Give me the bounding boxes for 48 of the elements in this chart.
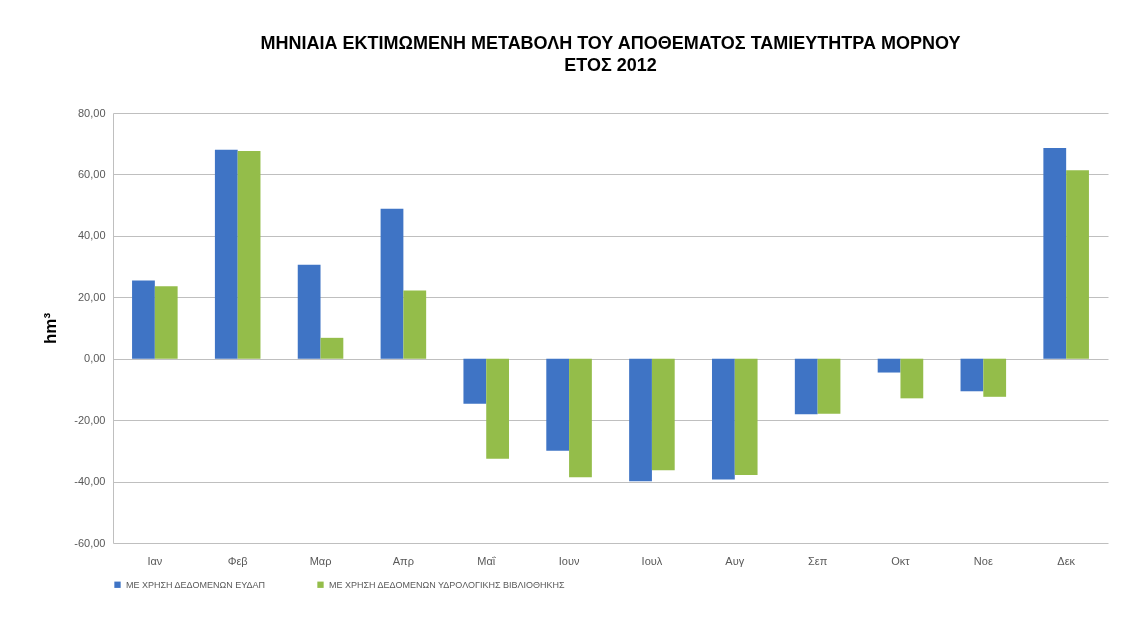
bar — [214, 149, 238, 359]
x-tick-label: Οκτ — [891, 554, 911, 567]
bar — [960, 358, 984, 392]
bar — [569, 358, 592, 478]
y-tick-label: -40,00 — [74, 475, 106, 488]
y-tick-label: 0,00 — [84, 352, 106, 365]
bar — [297, 264, 321, 359]
x-tick-label: Δεκ — [1057, 554, 1076, 567]
bar — [1043, 148, 1067, 359]
y-tick-label: 20,00 — [77, 290, 106, 303]
y-tick-label: -20,00 — [74, 413, 106, 426]
bar — [817, 358, 841, 414]
bar — [380, 208, 404, 359]
x-tick-label: Νοε — [973, 554, 993, 567]
bar — [463, 358, 487, 404]
bar — [651, 358, 675, 471]
x-tick-label: Ιουν — [558, 554, 580, 567]
bar — [734, 358, 758, 476]
bar — [1066, 170, 1089, 359]
x-tick-label: Ιαν — [147, 554, 163, 567]
bar — [403, 290, 427, 359]
bar — [900, 358, 924, 399]
x-tick-label: Ιουλ — [641, 554, 663, 567]
legend-label: ΜΕ ΧΡΗΣΗ ΔΕΔΟΜΕΝΩΝ ΕΥΔΑΠ — [126, 579, 265, 590]
bar — [486, 358, 510, 459]
legend-label: ΜΕ ΧΡΗΣΗ ΔΕΔΟΜΕΝΩΝ ΥΔΡΟΛΟΓΙΚΗΣ ΒΙΒΛΙΟΘΗΚΗΣ — [329, 579, 566, 590]
bar — [629, 358, 652, 482]
y-tick-label: -60,00 — [74, 536, 106, 549]
y-tick-label: 60,00 — [77, 167, 106, 180]
bar — [794, 358, 818, 415]
bar — [154, 286, 178, 359]
bar — [711, 358, 735, 480]
bar — [983, 358, 1007, 397]
bar — [877, 358, 901, 373]
x-tick-label: Σεπ — [807, 554, 828, 567]
x-tick-label: Μαρ — [309, 554, 332, 567]
x-tick-label: Μαΐ — [477, 554, 496, 567]
bar — [237, 151, 261, 359]
chart-title: ΜΗΝΙΑΙΑ ΕΚΤΙΜΩΜΕΝΗ ΜΕΤΑΒΟΛΗ ΤΟΥ ΑΠΟΘΕΜΑΤΟΣ ΤΑΜΙΕΥΤΗΤΡΑ ΜΟΡΝΟΥ ΕΤΟΣ 2012 — [260, 33, 961, 75]
bar — [546, 358, 570, 451]
x-tick-label: Φεβ — [227, 554, 248, 567]
y-tick-label: 80,00 — [77, 106, 106, 119]
bar — [132, 280, 155, 359]
y-axis-title: hm³ — [41, 312, 61, 345]
x-tick-label: Απρ — [392, 554, 414, 567]
bar — [320, 337, 344, 359]
y-tick-label: 40,00 — [77, 229, 106, 242]
x-tick-label: Αυγ — [725, 554, 745, 567]
